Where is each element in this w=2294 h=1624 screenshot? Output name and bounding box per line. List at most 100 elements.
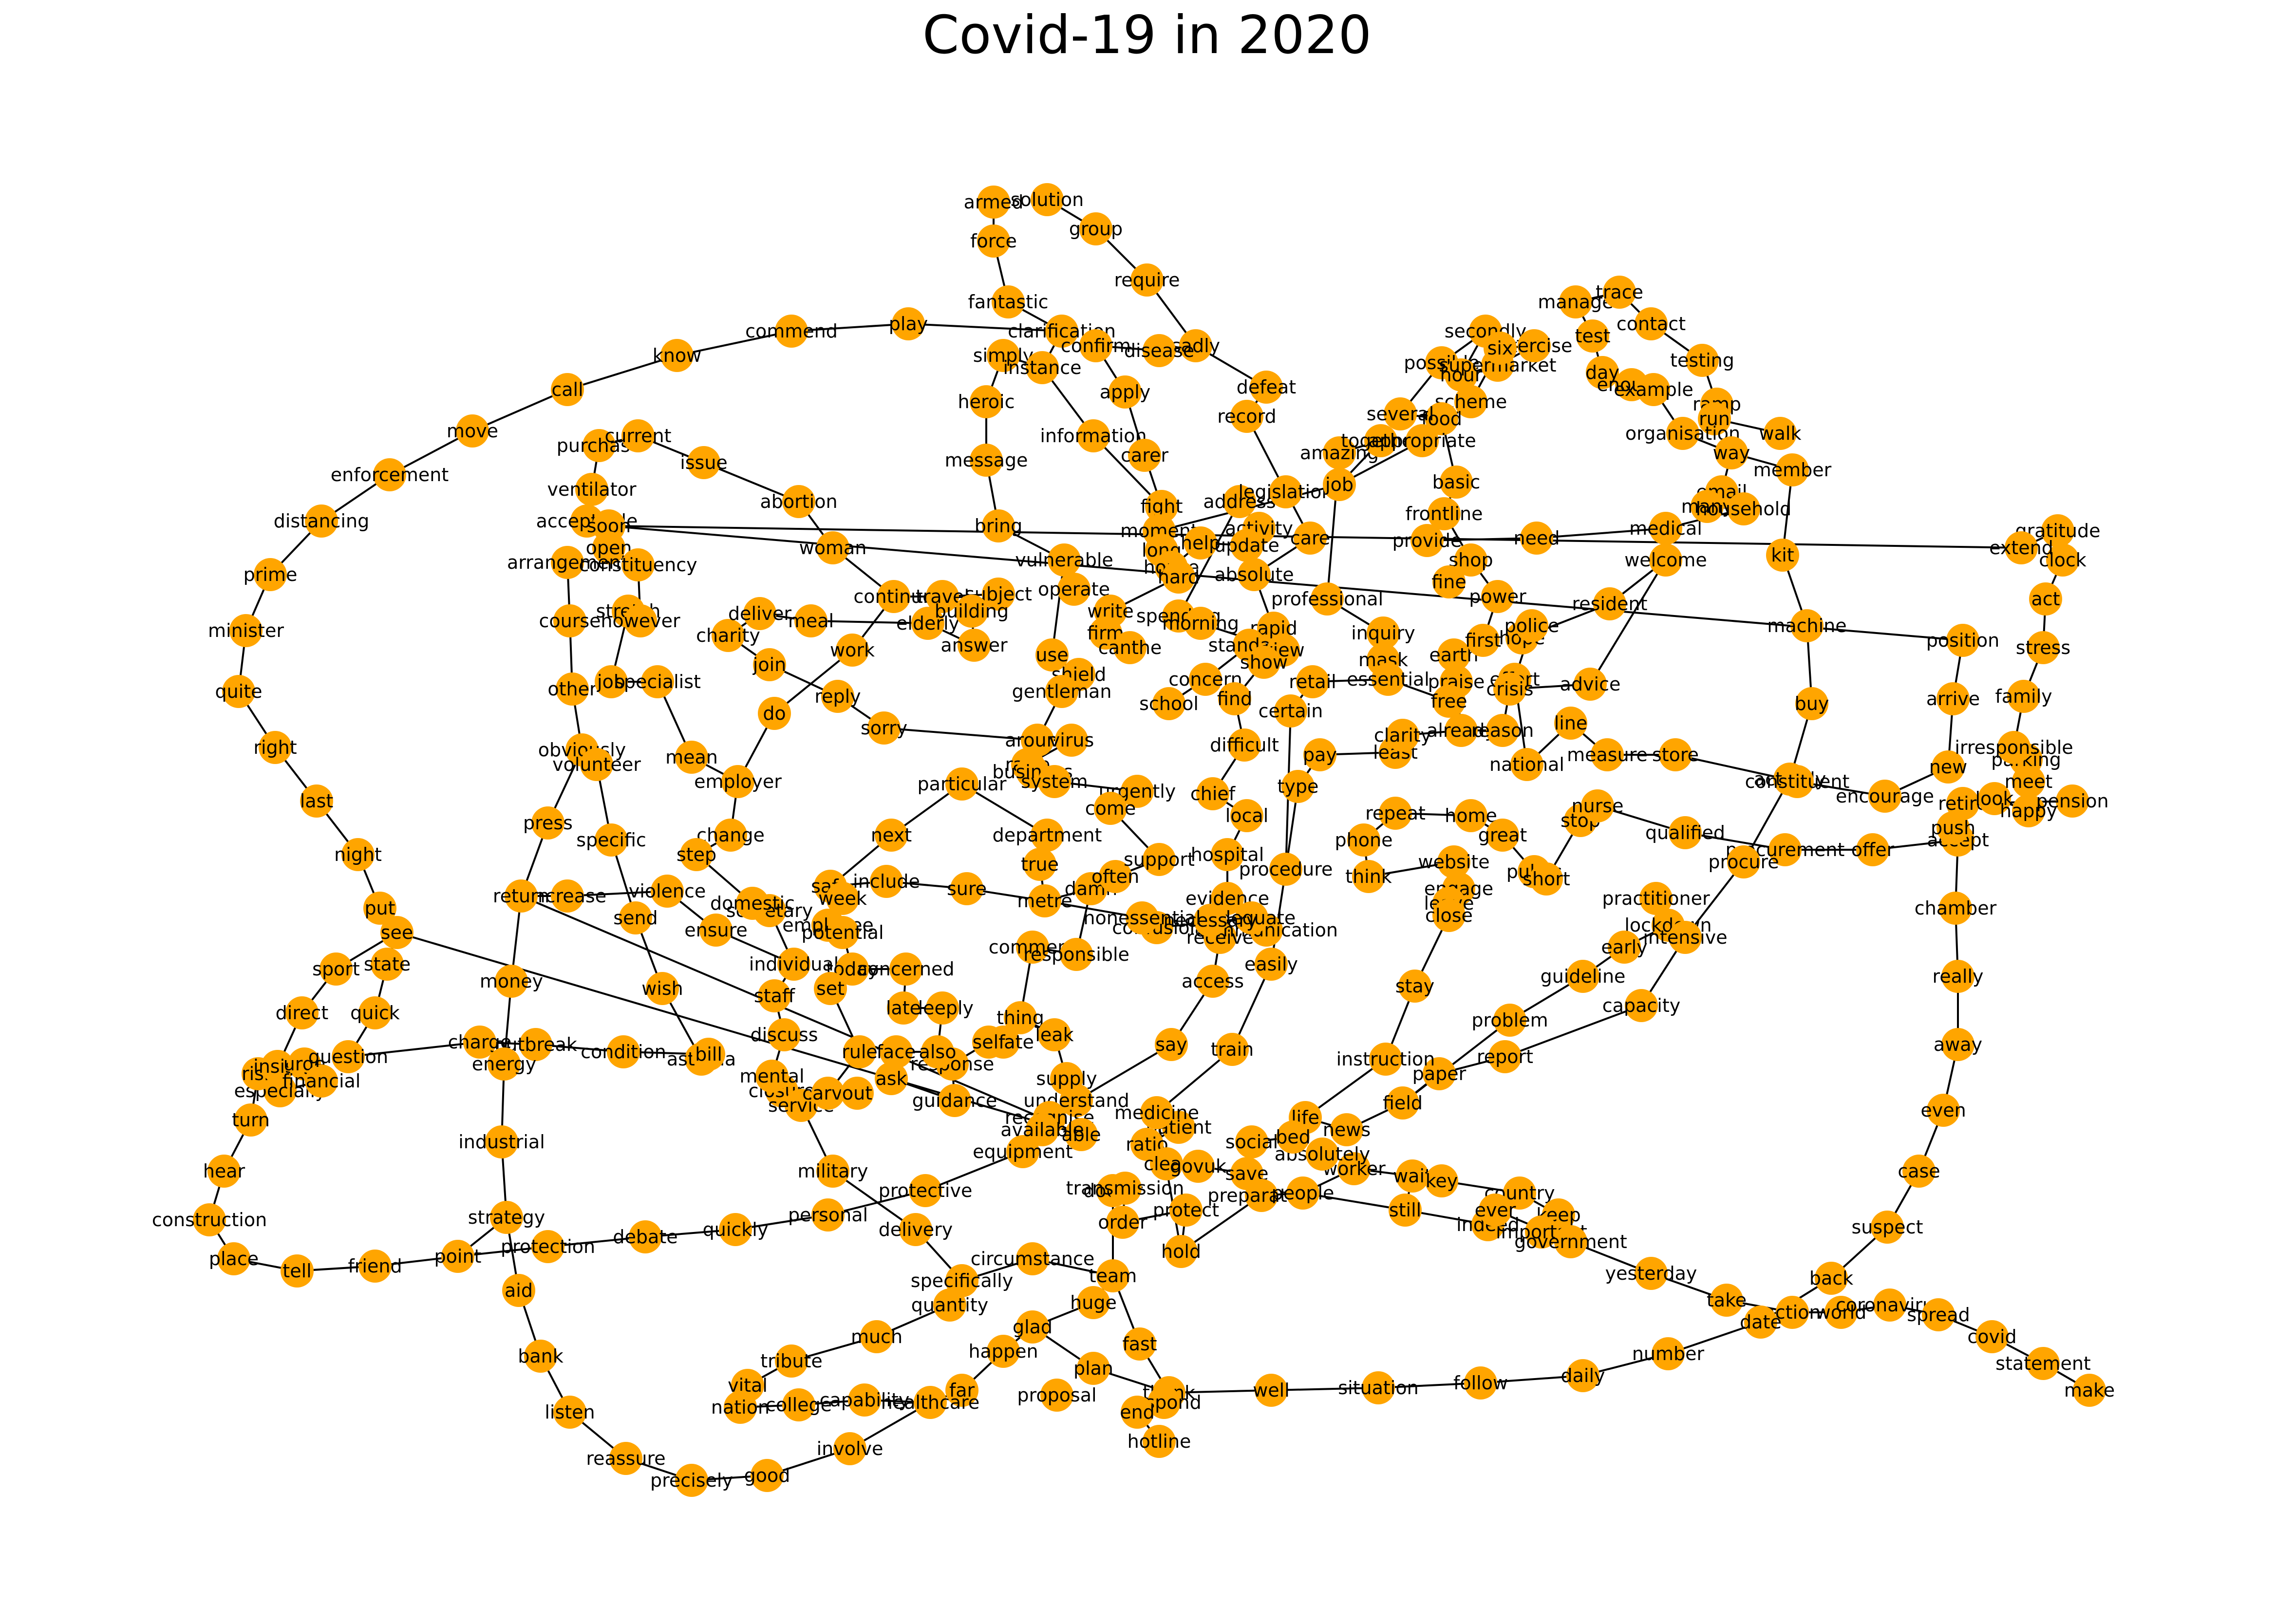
node-circle <box>1038 1018 1071 1051</box>
node-great: great <box>1478 819 1527 852</box>
node-circle <box>222 675 255 708</box>
node-label: frontline <box>1406 503 1483 524</box>
node-label: often <box>1091 866 1139 887</box>
node-however: however <box>601 604 680 637</box>
node-label: inquiry <box>1351 622 1415 644</box>
node-inquiry: inquiry <box>1351 616 1415 650</box>
node-circle <box>463 1026 496 1059</box>
node-advice: advice <box>1560 668 1620 701</box>
node-push: push <box>1931 811 1975 844</box>
node-label: send <box>613 907 658 929</box>
node-huge: huge <box>1070 1286 1117 1319</box>
node-type: type <box>1278 770 1318 803</box>
node-early: early <box>1601 931 1648 964</box>
node-circle <box>1432 565 1466 598</box>
node-label: responsible <box>1023 944 1129 965</box>
node-set: set <box>814 972 847 1005</box>
node-label: industrial <box>458 1131 545 1153</box>
node-circle <box>1715 436 1748 469</box>
node-circle <box>958 629 991 662</box>
node-circle <box>1281 770 1315 803</box>
node-label: home <box>1445 805 1497 826</box>
node-circle <box>2041 514 2074 547</box>
node-absolute: absolute <box>1214 558 1294 591</box>
node-meal: meal <box>788 604 834 637</box>
node-address: address <box>1203 485 1276 518</box>
node-violence: violence <box>629 875 706 908</box>
node-label: family <box>1995 686 2052 707</box>
node-place: place <box>209 1242 259 1275</box>
node-reply: reply <box>814 680 861 713</box>
node-label: hard <box>1158 566 1200 588</box>
node-circle <box>1766 539 1799 572</box>
node-circle <box>1445 714 1478 747</box>
node-label: fight <box>1140 496 1183 517</box>
node-hard: hard <box>1158 560 1200 594</box>
node-circle <box>1306 1138 1339 1171</box>
node-circle <box>1486 819 1519 852</box>
node-easily: easily <box>1244 948 1298 981</box>
node-canthe: canthe <box>1098 631 1162 664</box>
node-listen: listen <box>545 1396 595 1429</box>
node-label: job <box>1325 474 1354 495</box>
node-night: night <box>334 838 382 871</box>
node-work: work <box>830 634 875 667</box>
node-label: job <box>597 671 625 692</box>
node-circle <box>1559 285 1592 318</box>
node-home: home <box>1445 799 1497 832</box>
node-circle <box>875 819 908 852</box>
node-increase: increase <box>528 879 606 913</box>
node-circle <box>1147 1386 1181 1419</box>
node-circle <box>1389 1194 1422 1227</box>
node-circle <box>755 1060 789 1093</box>
node-state: state <box>364 948 411 981</box>
node-domestic: domestic <box>710 887 795 920</box>
node-leak: leak <box>1035 1018 1074 1051</box>
node-label: machine <box>1767 615 1846 636</box>
node-employer: employer <box>694 765 782 798</box>
node-intensive: intensive <box>1643 921 1728 954</box>
node-circle <box>712 619 745 652</box>
node-report: report <box>1477 1040 1533 1073</box>
node-circle <box>1486 714 1519 747</box>
node-label: canthe <box>1098 637 1162 658</box>
node-label: number <box>1632 1343 1705 1364</box>
node-label: well <box>1253 1380 1290 1401</box>
node-strategy: strategy <box>468 1201 545 1234</box>
node-label: quick <box>350 1002 400 1024</box>
node-label: move <box>447 420 498 442</box>
node-circle <box>595 823 628 857</box>
node-label: chamber <box>1915 897 1997 919</box>
node-concerned: concerned <box>857 952 955 986</box>
node-need: need <box>1514 522 1560 555</box>
node-circle <box>821 680 854 713</box>
node-circle <box>1194 904 1227 937</box>
node-help: help <box>1181 526 1221 560</box>
node-label: several <box>1367 403 1434 425</box>
node-date: date <box>1740 1306 1782 1339</box>
node-circle <box>285 996 319 1029</box>
node-label: provide <box>1392 530 1462 551</box>
node-circle <box>1639 882 1673 915</box>
node-bed: bed <box>1276 1120 1311 1154</box>
node-volunteer: volunteer <box>552 748 641 781</box>
node-circle <box>1323 436 1356 469</box>
edge-well-thank <box>1168 1389 1272 1394</box>
node-bank: bank <box>518 1340 564 1373</box>
node-other: other <box>547 672 597 706</box>
node-bring: bring <box>975 509 1022 542</box>
node-circle <box>1554 707 1587 740</box>
node-spread: spread <box>1907 1298 1970 1331</box>
node-label: commend <box>745 320 838 342</box>
node-call: call <box>551 373 584 406</box>
node-first: first <box>1465 624 1501 657</box>
node-label: virus <box>1049 729 1094 751</box>
node-action: action <box>1764 1296 1821 1329</box>
node-circle <box>1518 329 1551 362</box>
node-sadly: sadly <box>1171 329 1220 362</box>
node-label: domestic <box>710 893 795 914</box>
node-circle <box>1625 989 1658 1022</box>
node-circle <box>1362 1371 1395 1404</box>
node-deliver: deliver <box>728 597 791 630</box>
node-label: self <box>972 1031 1006 1053</box>
